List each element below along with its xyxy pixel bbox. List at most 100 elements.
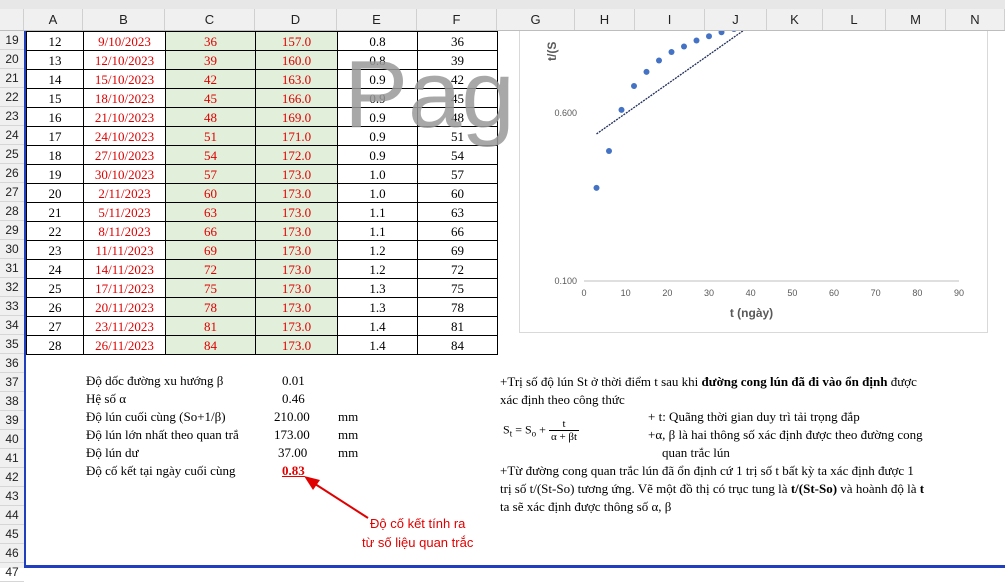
cell-b[interactable]: 15/10/2023 <box>83 69 166 89</box>
cell-b[interactable]: 18/10/2023 <box>83 88 166 108</box>
cell-f[interactable]: 42 <box>417 69 498 89</box>
cell-b[interactable]: 12/10/2023 <box>83 50 166 70</box>
cell-c[interactable]: 36 <box>165 31 256 51</box>
row-header[interactable]: 38 <box>0 392 24 411</box>
cell-a[interactable]: 28 <box>26 335 84 355</box>
cell-f[interactable]: 57 <box>417 164 498 184</box>
cell-d[interactable]: 163.0 <box>255 69 338 89</box>
cell-c[interactable]: 69 <box>165 240 256 260</box>
cell-c[interactable]: 78 <box>165 297 256 317</box>
row-header[interactable]: 43 <box>0 487 24 506</box>
cell-c[interactable]: 42 <box>165 69 256 89</box>
cell-c[interactable]: 63 <box>165 202 256 222</box>
cell-a[interactable]: 17 <box>26 126 84 146</box>
cell-d[interactable]: 171.0 <box>255 126 338 146</box>
cell-c[interactable]: 60 <box>165 183 256 203</box>
cell-c[interactable]: 48 <box>165 107 256 127</box>
column-header[interactable]: A <box>24 9 83 30</box>
cell-d[interactable]: 173.0 <box>255 240 338 260</box>
cell-e[interactable]: 1.1 <box>337 202 418 222</box>
cell-c[interactable]: 45 <box>165 88 256 108</box>
cell-c[interactable]: 39 <box>165 50 256 70</box>
select-all-corner[interactable] <box>0 9 24 30</box>
row-header[interactable]: 27 <box>0 183 24 202</box>
row-header[interactable]: 19 <box>0 31 24 50</box>
cell-d[interactable]: 173.0 <box>255 183 338 203</box>
alpha-value[interactable]: 0.46 <box>282 391 305 406</box>
row-header[interactable]: 28 <box>0 202 24 221</box>
cell-f[interactable]: 81 <box>417 316 498 336</box>
row-header[interactable]: 25 <box>0 145 24 164</box>
cell-b[interactable]: 11/11/2023 <box>83 240 166 260</box>
chart-area[interactable]: 0 10 20 30 40 50 60 70 80 90 0.600 0.100 t (ngày) t/(… <box>519 25 988 333</box>
cell-f[interactable]: 66 <box>417 221 498 241</box>
cell-f[interactable]: 60 <box>417 183 498 203</box>
cell-c[interactable]: 54 <box>165 145 256 165</box>
cell-a[interactable]: 26 <box>26 297 84 317</box>
row-header[interactable]: 40 <box>0 430 24 449</box>
cell-f[interactable]: 69 <box>417 240 498 260</box>
cell-f[interactable]: 72 <box>417 259 498 279</box>
cell-e[interactable]: 0.9 <box>337 126 418 146</box>
final-settlement-value[interactable]: 210.00 <box>274 409 310 424</box>
column-header[interactable]: J <box>705 9 767 30</box>
cell-b[interactable]: 20/11/2023 <box>83 297 166 317</box>
row-header[interactable]: 35 <box>0 335 24 354</box>
residual-settlement-value[interactable]: 37.00 <box>278 445 308 460</box>
cell-f[interactable]: 75 <box>417 278 498 298</box>
cell-d[interactable]: 173.0 <box>255 297 338 317</box>
consolidation-value[interactable]: 0.83 <box>282 463 305 478</box>
cell-b[interactable]: 8/11/2023 <box>83 221 166 241</box>
row-header[interactable]: 29 <box>0 221 24 240</box>
column-header[interactable]: H <box>575 9 635 30</box>
cell-a[interactable]: 18 <box>26 145 84 165</box>
cell-a[interactable]: 21 <box>26 202 84 222</box>
cell-b[interactable]: 14/11/2023 <box>83 259 166 279</box>
row-header[interactable]: 21 <box>0 69 24 88</box>
slope-value[interactable]: 0.01 <box>282 373 305 388</box>
row-header[interactable]: 33 <box>0 297 24 316</box>
cell-b[interactable]: 5/11/2023 <box>83 202 166 222</box>
cell-d[interactable]: 173.0 <box>255 316 338 336</box>
cell-b[interactable]: 26/11/2023 <box>83 335 166 355</box>
row-header[interactable]: 39 <box>0 411 24 430</box>
cell-d[interactable]: 173.0 <box>255 164 338 184</box>
row-header[interactable]: 47 <box>0 563 24 582</box>
cell-d[interactable]: 157.0 <box>255 31 338 51</box>
cell-d[interactable]: 166.0 <box>255 88 338 108</box>
column-header[interactable]: K <box>767 9 823 30</box>
cell-d[interactable]: 160.0 <box>255 50 338 70</box>
row-header[interactable]: 42 <box>0 468 24 487</box>
row-header[interactable]: 46 <box>0 544 24 563</box>
cell-d[interactable]: 169.0 <box>255 107 338 127</box>
row-header[interactable]: 23 <box>0 107 24 126</box>
cell-a[interactable]: 14 <box>26 69 84 89</box>
column-header[interactable]: B <box>83 9 165 30</box>
cell-a[interactable]: 24 <box>26 259 84 279</box>
cell-a[interactable]: 25 <box>26 278 84 298</box>
cell-c[interactable]: 57 <box>165 164 256 184</box>
row-header[interactable]: 30 <box>0 240 24 259</box>
cell-c[interactable]: 75 <box>165 278 256 298</box>
row-header[interactable]: 26 <box>0 164 24 183</box>
column-header[interactable]: N <box>946 9 1005 30</box>
row-header[interactable]: 37 <box>0 373 24 392</box>
cell-c[interactable]: 51 <box>165 126 256 146</box>
cell-b[interactable]: 27/10/2023 <box>83 145 166 165</box>
cell-b[interactable]: 24/10/2023 <box>83 126 166 146</box>
cell-d[interactable]: 173.0 <box>255 259 338 279</box>
row-header[interactable]: 31 <box>0 259 24 278</box>
cell-f[interactable]: 45 <box>417 88 498 108</box>
cell-f[interactable]: 84 <box>417 335 498 355</box>
row-header[interactable]: 36 <box>0 354 24 373</box>
cell-f[interactable]: 78 <box>417 297 498 317</box>
cell-e[interactable]: 1.2 <box>337 259 418 279</box>
cell-b[interactable]: 30/10/2023 <box>83 164 166 184</box>
row-header[interactable]: 45 <box>0 525 24 544</box>
row-header[interactable]: 41 <box>0 449 24 468</box>
cell-d[interactable]: 173.0 <box>255 335 338 355</box>
row-header[interactable]: 22 <box>0 88 24 107</box>
cell-e[interactable]: 1.4 <box>337 316 418 336</box>
cell-d[interactable]: 173.0 <box>255 202 338 222</box>
column-header[interactable]: M <box>886 9 946 30</box>
